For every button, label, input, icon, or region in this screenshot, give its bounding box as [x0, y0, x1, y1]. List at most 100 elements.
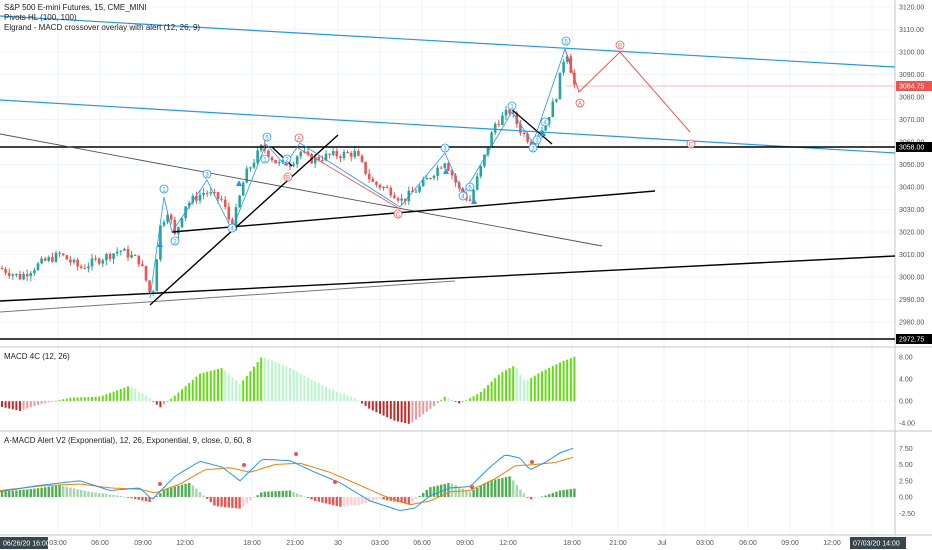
macd4c-bar	[112, 391, 115, 401]
macd4c-bar	[361, 401, 363, 404]
candle-body	[555, 99, 558, 102]
amacd-histogram-bar	[447, 483, 450, 497]
amacd-histogram-bar	[530, 497, 533, 500]
macd4c-bar	[227, 374, 230, 401]
candle-body	[562, 61, 565, 73]
amacd-histogram-bar	[378, 497, 382, 499]
price-tick-label: 3110.00	[899, 27, 924, 34]
macd4c-bar	[325, 386, 327, 401]
level-tag-lower: 2972.75	[896, 334, 932, 344]
amacd-histogram-bar	[479, 485, 482, 497]
candle-body	[414, 191, 418, 193]
amacd-histogram-bar	[515, 485, 518, 497]
candle-body	[123, 248, 126, 251]
amacd-histogram-bar	[209, 497, 212, 503]
amacd-histogram-bar	[512, 480, 515, 497]
candle-body	[187, 202, 191, 207]
amacd-histogram-bar	[44, 487, 47, 497]
candle-body	[119, 250, 123, 252]
macd4c-bar	[551, 366, 554, 401]
channel-line-upper	[0, 15, 896, 68]
elliott-wave-path-red	[297, 147, 401, 210]
amacd-histogram-bar	[551, 492, 554, 497]
macd4c-bar	[65, 398, 68, 401]
candle-body	[439, 167, 443, 169]
macd4c-bar	[400, 401, 403, 423]
macd4c-bar	[177, 392, 180, 401]
candle-body	[403, 198, 407, 202]
candle-body	[155, 259, 159, 292]
macd4c-bar	[8, 401, 11, 409]
macd4c-bar	[307, 377, 309, 401]
macd4c-bar	[566, 359, 569, 401]
macd4c-bar	[281, 365, 284, 401]
candle-body	[79, 266, 83, 268]
elliott-projection-red	[564, 48, 691, 133]
price-tick-label: 3000.00	[899, 275, 924, 282]
time-tag-left-text: 06/26/20 16:00	[3, 541, 50, 548]
time-tick-label: 12:00	[499, 540, 517, 547]
amacd-histogram-bar	[26, 489, 29, 497]
amacd-histogram-bar	[497, 478, 500, 497]
amacd-histogram-bar	[465, 490, 468, 497]
wave-label-blue: 5	[561, 36, 571, 46]
amacd-histogram-bar	[0, 491, 4, 497]
macd4c-bar	[469, 398, 471, 401]
candle-body	[526, 133, 529, 142]
amacd-histogram-bar	[418, 496, 421, 497]
candle-body	[213, 191, 216, 193]
candle-body	[22, 274, 25, 280]
macd4c-bar	[494, 378, 497, 401]
candle-body	[551, 101, 555, 117]
crossover-dot-icon	[333, 480, 337, 484]
macd4c-bar	[335, 391, 338, 401]
macd4c-bar	[76, 397, 79, 401]
time-tick-label: 21:00	[609, 540, 627, 547]
candle-body	[565, 56, 569, 62]
macd4c-bar	[321, 384, 324, 401]
macd4c-bar	[314, 381, 317, 401]
signal-triangle-icon	[443, 168, 449, 174]
amacd-histogram-bar	[177, 485, 180, 497]
candle-body	[450, 170, 454, 176]
wave-label-circle	[540, 117, 550, 127]
amacd-histogram-bar	[94, 492, 97, 497]
candle-body	[353, 150, 357, 157]
symbol-title: S&P 500 E-mini Futures, 15, CME_MINI	[4, 3, 147, 12]
crossover-dot-icon	[242, 463, 246, 467]
candle-body	[519, 124, 522, 133]
amacd-histogram-bar	[234, 497, 238, 509]
macd4c-bar	[317, 383, 320, 401]
amacd-histogram-bar	[382, 497, 385, 500]
macd4c-bar	[109, 392, 111, 401]
candle-body	[371, 179, 375, 182]
wave-label-text: C	[689, 142, 694, 148]
candle-body	[547, 116, 551, 124]
last-price-tag: 3084.75	[896, 81, 932, 91]
wave-label-text: 5	[265, 135, 269, 141]
elliott-wave-path-blue	[149, 143, 286, 299]
amacd-histogram-bar	[159, 493, 162, 497]
amacd-histogram-bar	[486, 481, 490, 497]
candle-body	[141, 264, 144, 266]
wave-label-circle	[393, 209, 403, 219]
macd4c-bar	[389, 401, 392, 419]
macd4c-bar	[33, 401, 36, 407]
macd4c-bar	[483, 388, 486, 401]
amacd-histogram-bar	[202, 495, 205, 497]
amacd-histogram-bar	[8, 491, 11, 497]
amacd-histogram-bar	[101, 493, 104, 497]
amacd-histogram-bar	[238, 497, 241, 509]
candle-body	[313, 156, 317, 164]
macd4c-bar	[310, 379, 313, 401]
amacd-histogram-bar	[357, 497, 360, 505]
amacd-histogram-bar	[22, 489, 25, 497]
price-tick-label: 3100.00	[899, 50, 924, 57]
candle-body	[461, 188, 465, 195]
macd4c-bar	[119, 388, 122, 401]
macd4c-bar	[512, 366, 515, 401]
macd4c-bar	[91, 396, 93, 401]
macd4c-bar	[69, 397, 72, 401]
wave-label-red: C	[686, 139, 696, 149]
